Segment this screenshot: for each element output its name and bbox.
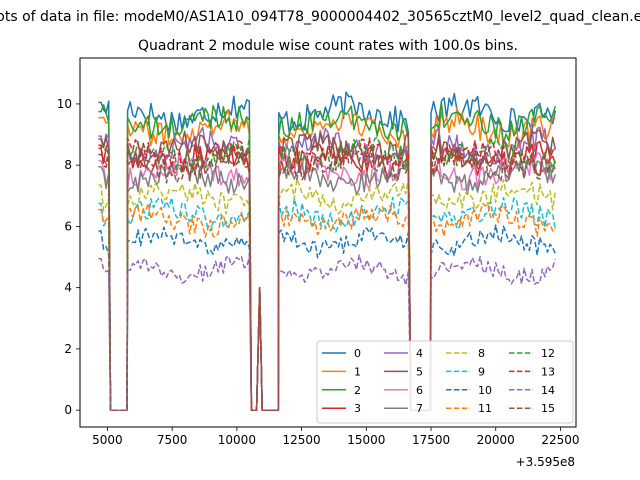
series-line-4 — [98, 126, 556, 411]
series-line-7 — [98, 158, 557, 411]
legend-label-13: 13 — [541, 365, 555, 378]
series-line-15 — [98, 145, 556, 411]
y-tick-label: 0 — [64, 403, 72, 417]
x-tick-label: 10000 — [218, 433, 256, 447]
series-layer — [98, 91, 557, 411]
legend-label-4: 4 — [416, 347, 423, 360]
series-line-0 — [98, 91, 557, 411]
figure-suptitle: Plots of data in file: modeM0/AS1A10_094… — [0, 9, 640, 25]
legend-label-10: 10 — [478, 384, 492, 397]
x-tick-label: 22500 — [541, 433, 579, 447]
legend-box — [316, 340, 574, 424]
legend-label-9: 9 — [478, 365, 485, 378]
y-tick-label: 6 — [64, 219, 72, 233]
legend-label-5: 5 — [416, 365, 423, 378]
x-tick-label: 5000 — [92, 433, 123, 447]
series-line-10 — [98, 224, 556, 411]
legend-label-8: 8 — [478, 347, 485, 360]
x-tick-label: 20000 — [477, 433, 515, 447]
legend-label-2: 2 — [354, 384, 361, 397]
legend-label-0: 0 — [354, 347, 361, 360]
legend-label-15: 15 — [541, 402, 555, 415]
legend-label-14: 14 — [541, 384, 555, 397]
series-line-2 — [98, 101, 557, 411]
legend-label-7: 7 — [416, 402, 423, 415]
y-axis: 0 2 4 6 8 10 — [57, 97, 80, 417]
y-tick-label: 10 — [57, 97, 72, 111]
y-tick-label: 2 — [64, 342, 72, 356]
series-line-11 — [98, 202, 556, 411]
x-axis: 5000 7500 10000 12500 15000 17500 20000 22500 — [92, 427, 580, 447]
x-tick-label: 15000 — [347, 433, 385, 447]
legend-label-11: 11 — [478, 402, 492, 415]
y-tick-label: 4 — [64, 281, 72, 295]
x-tick-label: 7500 — [157, 433, 188, 447]
y-tick-label: 8 — [64, 158, 72, 172]
series-line-13 — [98, 137, 556, 411]
series-line-12 — [98, 136, 557, 411]
axes-frame — [79, 57, 577, 428]
legend-label-12: 12 — [541, 347, 555, 360]
series-line-14 — [98, 254, 557, 411]
x-tick-label: 17500 — [412, 433, 450, 447]
x-tick-label: 12500 — [283, 433, 321, 447]
x-offset-text: +3.595e8 — [516, 455, 575, 469]
chart-title: Quadrant 2 module wise count rates with … — [138, 38, 518, 54]
legend-label-1: 1 — [354, 365, 361, 378]
legend-label-6: 6 — [416, 384, 423, 397]
series-line-9 — [98, 196, 557, 411]
legend-label-3: 3 — [354, 402, 361, 415]
